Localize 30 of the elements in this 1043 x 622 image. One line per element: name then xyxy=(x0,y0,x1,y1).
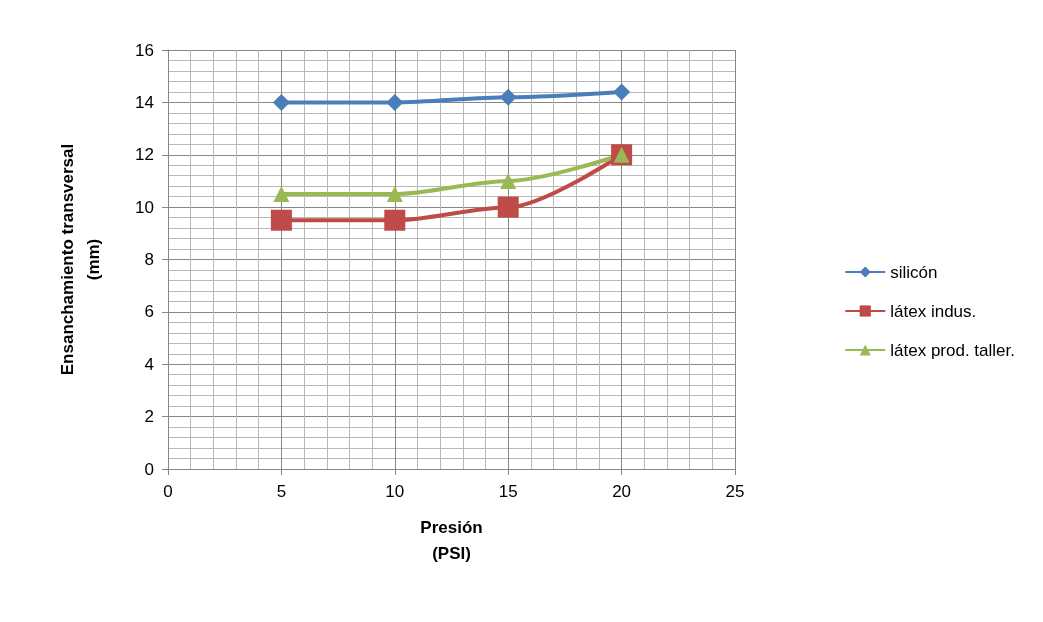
y-tick-label: 4 xyxy=(144,354,154,374)
point xyxy=(613,83,631,101)
point xyxy=(272,93,290,111)
point xyxy=(499,88,517,106)
x-tick-label: 15 xyxy=(498,482,518,501)
legend-label: silicón xyxy=(890,262,938,282)
y-axis-title: Ensanchamiento transversal (mm) xyxy=(57,143,103,376)
point xyxy=(386,93,404,111)
y-tick-label: 0 xyxy=(144,459,154,479)
y-tick-label: 16 xyxy=(135,40,154,60)
x-axis-title: Presión (PSI) xyxy=(420,517,483,563)
y-tick-label: 8 xyxy=(144,250,154,269)
y-tick-label: 6 xyxy=(144,302,154,322)
point xyxy=(500,172,517,189)
point xyxy=(497,196,519,218)
point xyxy=(386,186,403,203)
x-tick-label: 0 xyxy=(163,482,173,501)
y-tick-label: 10 xyxy=(135,197,154,217)
x-tick-label: 25 xyxy=(725,482,745,501)
legend-label: látex prod. taller. xyxy=(890,340,1016,360)
legend-label: látex indus. xyxy=(890,301,977,321)
x-tick-label: 20 xyxy=(612,482,632,501)
point xyxy=(384,209,406,231)
y-tick-label: 14 xyxy=(135,92,154,112)
y-tick-label: 2 xyxy=(144,407,154,427)
x-tick-label: 5 xyxy=(276,482,287,501)
point xyxy=(273,186,290,203)
x-tick-label: 10 xyxy=(385,482,405,501)
point xyxy=(270,209,292,231)
y-tick-label: 12 xyxy=(135,145,154,165)
